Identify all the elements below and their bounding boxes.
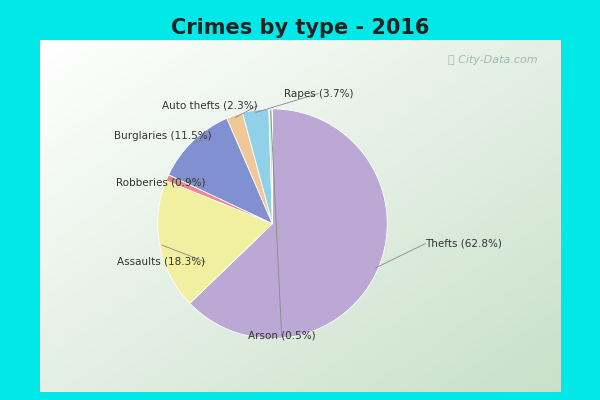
- Text: Arson (0.5%): Arson (0.5%): [248, 330, 316, 340]
- Text: Crimes by type - 2016: Crimes by type - 2016: [171, 18, 429, 38]
- Text: Auto thefts (2.3%): Auto thefts (2.3%): [161, 101, 257, 111]
- Wedge shape: [242, 109, 272, 224]
- Wedge shape: [166, 175, 272, 224]
- Text: Assaults (18.3%): Assaults (18.3%): [117, 257, 205, 267]
- Wedge shape: [269, 109, 272, 224]
- Wedge shape: [190, 109, 387, 338]
- Wedge shape: [158, 181, 272, 303]
- Text: Rapes (3.7%): Rapes (3.7%): [284, 88, 353, 98]
- Text: ⓘ City-Data.com: ⓘ City-Data.com: [448, 55, 537, 65]
- Text: Thefts (62.8%): Thefts (62.8%): [425, 238, 502, 248]
- Text: Robberies (0.9%): Robberies (0.9%): [116, 177, 205, 187]
- Wedge shape: [169, 118, 272, 224]
- Text: Burglaries (11.5%): Burglaries (11.5%): [113, 132, 211, 142]
- Wedge shape: [227, 113, 272, 224]
